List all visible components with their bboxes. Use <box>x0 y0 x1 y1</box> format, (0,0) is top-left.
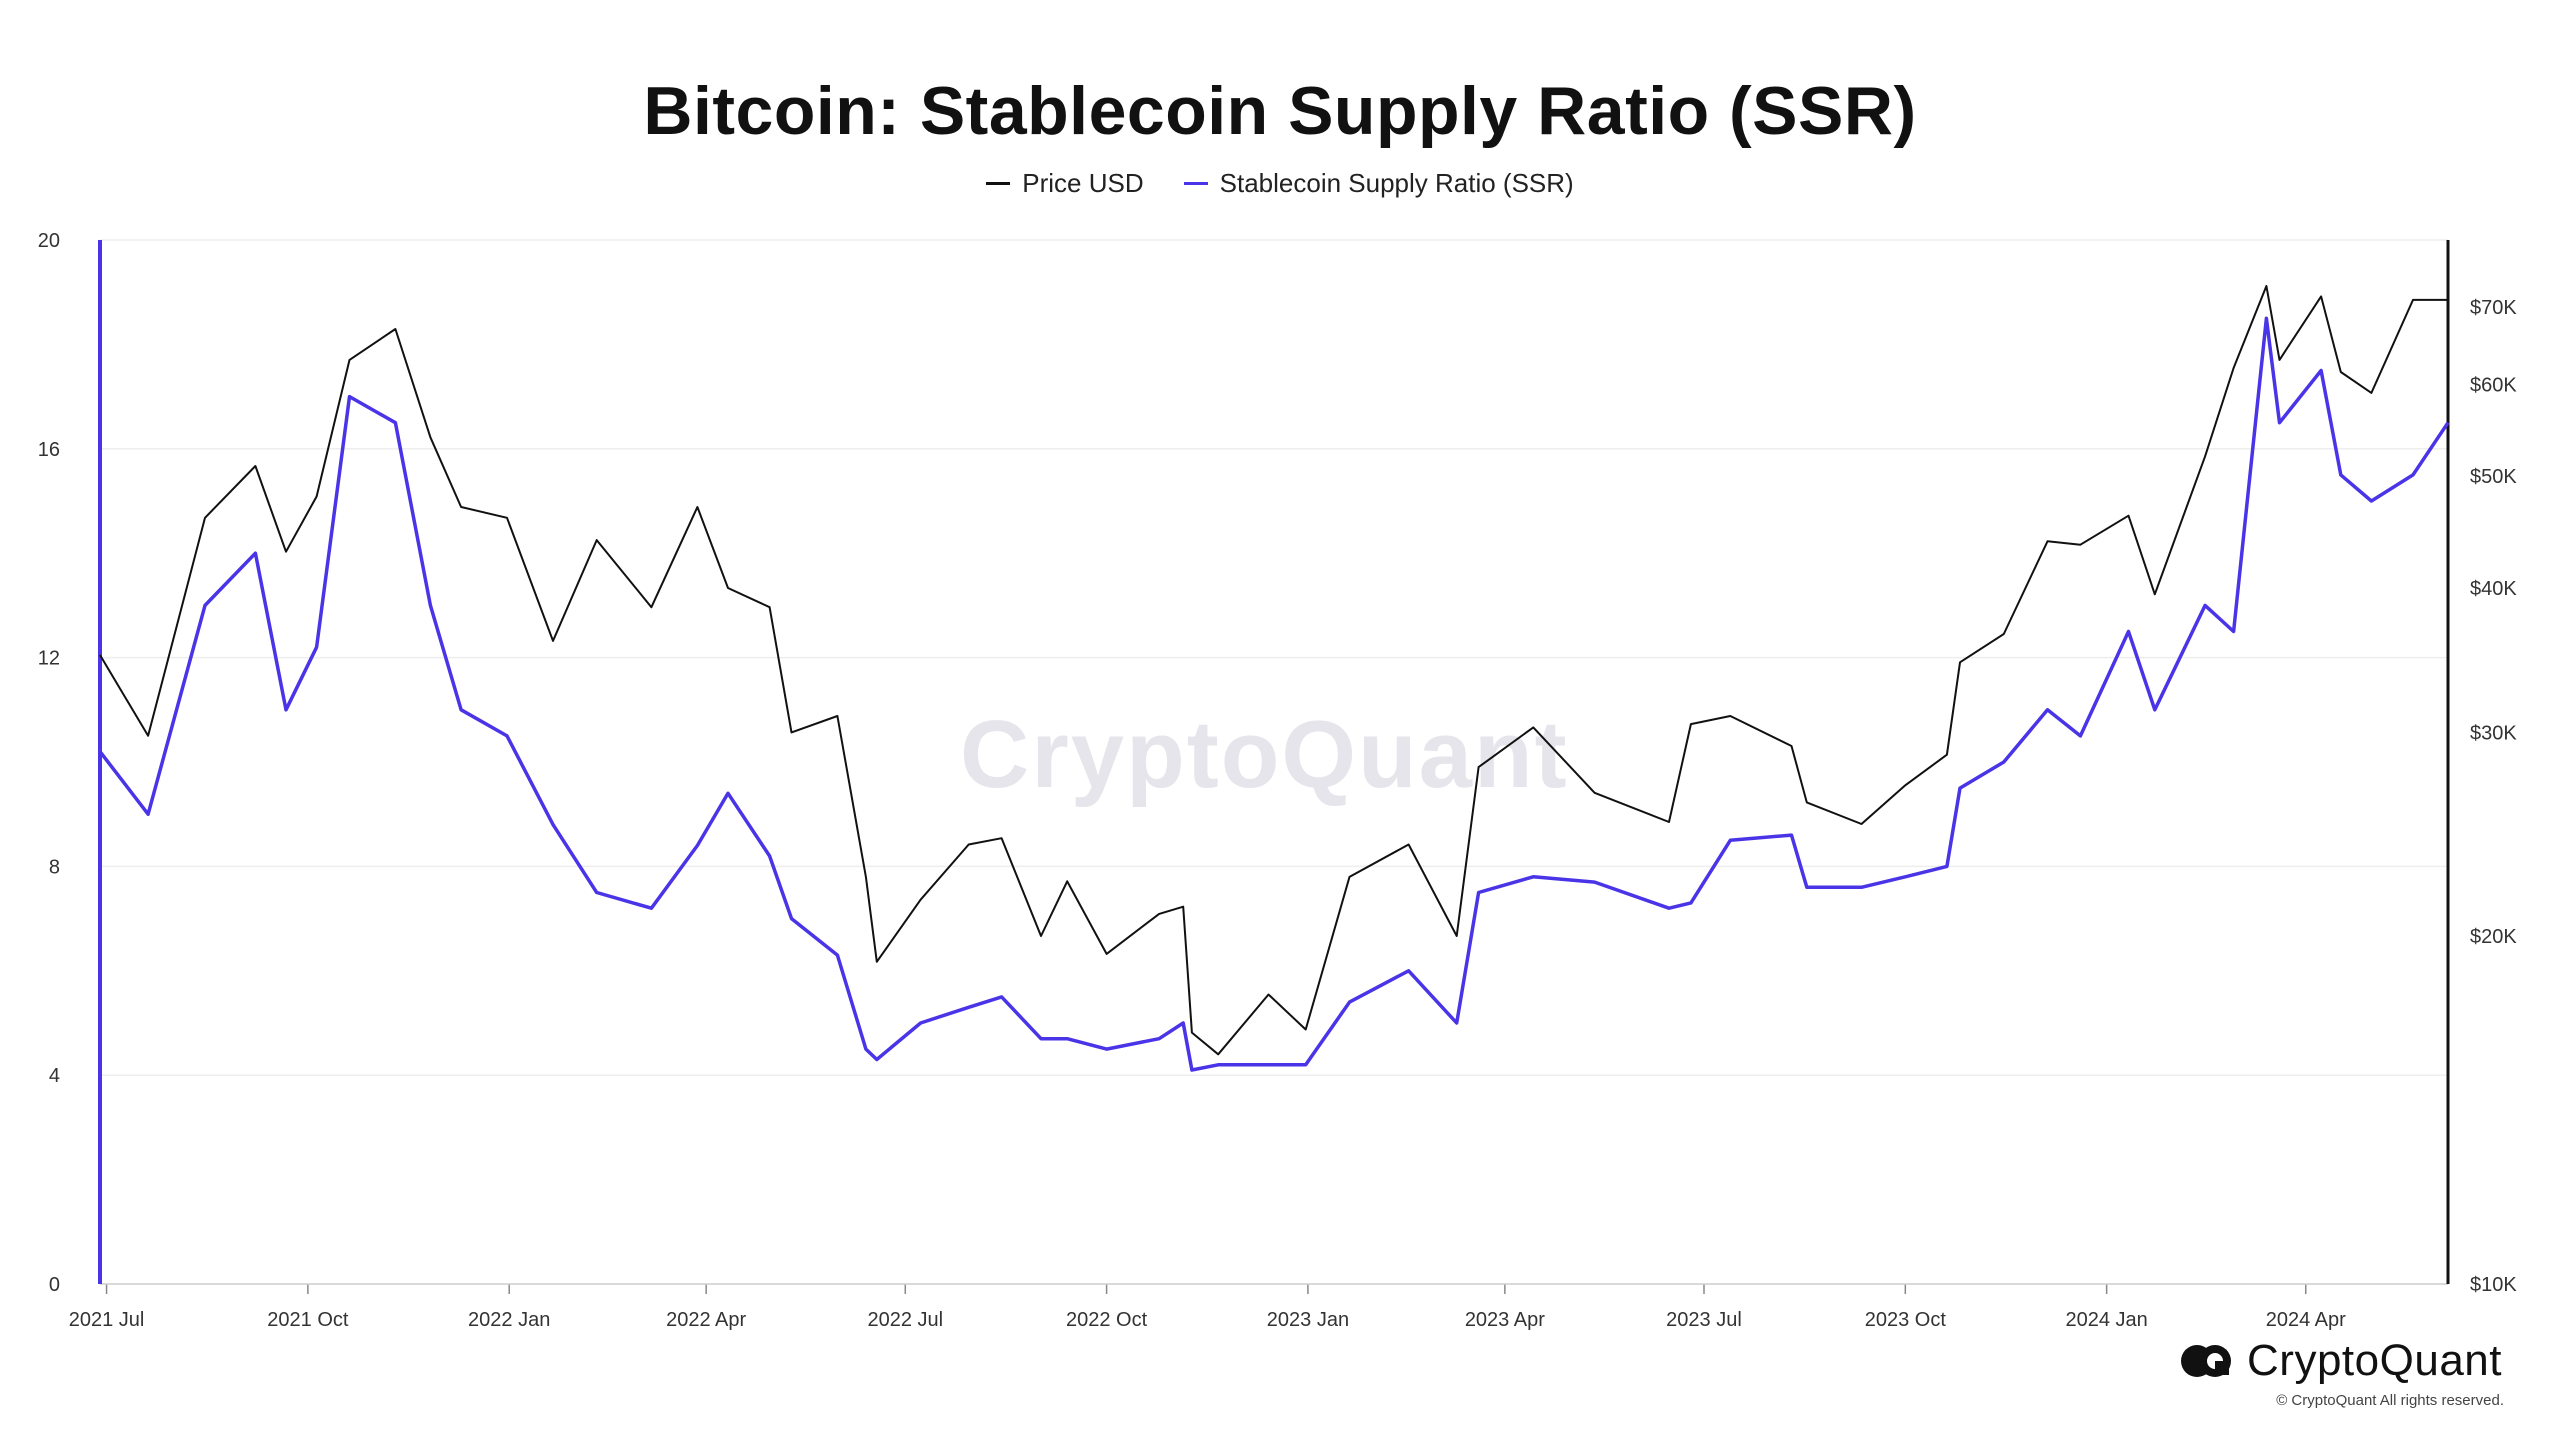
brand-name: CryptoQuant <box>2247 1336 2502 1385</box>
legend-label-price: Price USD <box>1022 168 1144 198</box>
x-tick-label: 2021 Jul <box>69 1309 145 1331</box>
y-left-tick-label: 8 <box>49 856 60 878</box>
series-line-ssr <box>98 316 2450 1072</box>
x-tick-label: 2023 Jan <box>1267 1309 1349 1331</box>
axes <box>98 240 2450 1294</box>
x-tick-label: 2024 Apr <box>2266 1309 2346 1331</box>
brand-logo: CryptoQuant <box>2179 1336 2502 1386</box>
series-line-price-usd <box>99 285 2448 1056</box>
y-right-tick-label: $40K <box>2470 578 2517 600</box>
y-right-tick-label: $50K <box>2470 466 2517 488</box>
copyright-text: © CryptoQuant All rights reserved. <box>2276 1392 2504 1409</box>
series-lines <box>98 285 2450 1072</box>
legend-item-price[interactable]: Price USD <box>986 168 1144 199</box>
x-tick-label: 2023 Jul <box>1666 1309 1742 1331</box>
x-tick-label: 2023 Oct <box>1865 1309 1947 1331</box>
legend-item-ssr[interactable]: Stablecoin Supply Ratio (SSR) <box>1183 168 1574 199</box>
legend-swatch-ssr <box>1183 182 1208 185</box>
y-left-tick-label: 16 <box>38 439 60 461</box>
x-tick-label: 2022 Apr <box>666 1309 746 1331</box>
y-right-tick-label: $10K <box>2470 1274 2517 1296</box>
y-left-tick-label: 0 <box>49 1274 60 1296</box>
y-right-tick-label: $20K <box>2470 926 2517 948</box>
legend: Price USD Stablecoin Supply Ratio (SSR) <box>0 168 2560 199</box>
y-left-tick-label: 4 <box>49 1065 60 1087</box>
legend-swatch-price <box>986 182 1011 185</box>
legend-label-ssr: Stablecoin Supply Ratio (SSR) <box>1219 168 1574 198</box>
y-right-tick-label: $30K <box>2470 722 2517 744</box>
y-left-tick-label: 12 <box>38 648 60 670</box>
y-right-tick-label: $60K <box>2470 374 2517 396</box>
cryptoquant-logo-icon <box>2181 1345 2232 1377</box>
tick-labels: 0 4 8 12 16 20 $10K $20K $30K $40K $50K $60K $70K 202… <box>38 230 2518 1331</box>
y-left-tick-label: 20 <box>38 230 60 252</box>
chart-title: Bitcoin: Stablecoin Supply Ratio (SSR) <box>643 73 1917 149</box>
grid-lines <box>100 239 2448 1285</box>
x-tick-label: 2021 Oct <box>267 1309 349 1331</box>
watermark: CryptoQuant <box>960 701 1569 808</box>
x-tick-label: 2022 Oct <box>1066 1309 1148 1331</box>
x-tick-label: 2023 Apr <box>1465 1309 1545 1331</box>
x-tick-label: 2022 Jan <box>468 1309 550 1331</box>
x-tick-label: 2022 Jul <box>867 1309 943 1331</box>
x-tick-label: 2024 Jan <box>2065 1309 2147 1331</box>
y-right-tick-label: $70K <box>2470 297 2517 319</box>
